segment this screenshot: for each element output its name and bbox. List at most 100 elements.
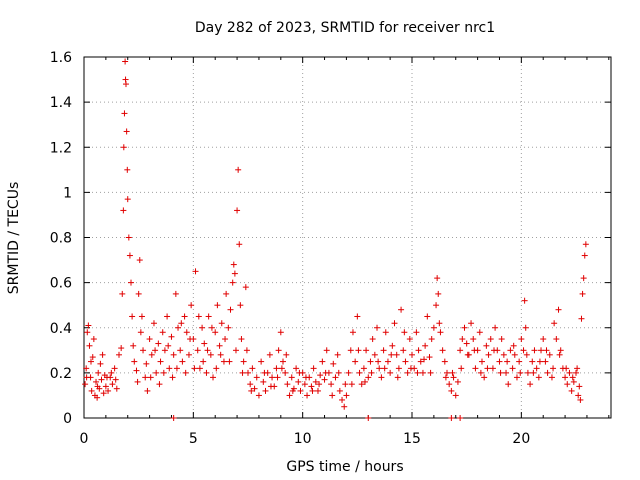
data-point	[177, 347, 184, 354]
data-point	[510, 342, 517, 349]
data-point	[342, 381, 349, 388]
data-point	[570, 378, 577, 385]
data-point	[192, 268, 199, 275]
data-point	[409, 351, 416, 358]
data-point	[371, 351, 378, 358]
data-point	[288, 374, 295, 381]
data-point	[354, 313, 361, 320]
x-tick-label: 10	[294, 431, 312, 447]
data-point	[548, 374, 555, 381]
data-point	[249, 365, 256, 372]
data-point	[262, 387, 269, 394]
data-point	[573, 369, 580, 376]
data-point	[223, 290, 230, 297]
data-point	[401, 329, 408, 336]
data-point	[183, 329, 190, 336]
data-point	[388, 351, 395, 358]
data-point	[122, 58, 129, 65]
data-point	[500, 351, 507, 358]
data-point	[470, 336, 477, 343]
data-point	[83, 374, 90, 381]
data-point	[237, 302, 244, 309]
data-point	[332, 374, 339, 381]
data-point	[137, 329, 144, 336]
data-point	[258, 358, 265, 365]
data-point	[204, 347, 211, 354]
data-point	[348, 381, 355, 388]
data-point	[122, 81, 129, 88]
data-point	[296, 369, 303, 376]
data-point	[242, 284, 249, 291]
data-point	[205, 313, 212, 320]
data-point	[82, 381, 89, 388]
y-tick-label: 0.2	[50, 366, 72, 382]
data-point	[524, 369, 531, 376]
data-point	[478, 358, 485, 365]
data-point	[437, 329, 444, 336]
data-point	[179, 358, 186, 365]
data-point	[578, 315, 585, 322]
data-point	[468, 320, 475, 327]
data-point	[93, 378, 100, 385]
data-point	[341, 403, 348, 410]
data-point	[236, 241, 243, 248]
data-point	[536, 358, 543, 365]
data-point	[312, 378, 319, 385]
data-point	[365, 374, 372, 381]
data-point	[448, 387, 455, 394]
data-point	[540, 336, 547, 343]
data-point	[161, 347, 168, 354]
data-point	[238, 336, 245, 343]
data-point	[389, 342, 396, 349]
data-point	[424, 313, 431, 320]
data-point	[575, 392, 582, 399]
data-point	[245, 369, 252, 376]
data-point	[266, 351, 273, 358]
data-point	[442, 374, 449, 381]
data-point	[187, 336, 194, 343]
data-point	[497, 369, 504, 376]
data-point	[302, 374, 309, 381]
data-point	[108, 369, 115, 376]
data-point	[86, 342, 93, 349]
data-point	[188, 302, 195, 309]
data-point	[207, 351, 214, 358]
data-point	[382, 329, 389, 336]
y-axis-label: SRMTID / TECUs	[6, 182, 22, 295]
x-tick-label: 5	[189, 431, 198, 447]
data-point	[199, 324, 206, 331]
data-point	[147, 374, 154, 381]
data-point	[170, 351, 177, 358]
data-point	[212, 329, 219, 336]
y-tick-label: 0.6	[50, 276, 72, 292]
data-point	[543, 347, 550, 354]
data-point	[398, 306, 405, 313]
data-point	[261, 369, 268, 376]
data-point	[243, 347, 250, 354]
data-point	[579, 290, 586, 297]
data-point	[317, 372, 324, 379]
data-point	[391, 320, 398, 327]
data-point	[393, 351, 400, 358]
data-point	[581, 252, 588, 259]
data-point	[336, 387, 343, 394]
data-point	[428, 336, 435, 343]
data-point	[95, 369, 102, 376]
data-point	[146, 336, 153, 343]
y-tick-label: 0	[63, 411, 72, 427]
data-point	[284, 381, 291, 388]
data-point	[182, 369, 189, 376]
data-point	[185, 351, 192, 358]
data-point	[454, 378, 461, 385]
data-point	[102, 383, 109, 390]
data-point	[434, 275, 441, 282]
data-point	[279, 358, 286, 365]
data-point	[88, 387, 95, 394]
data-point	[367, 358, 374, 365]
data-point	[89, 354, 96, 361]
data-point	[477, 369, 484, 376]
data-point	[535, 374, 542, 381]
data-point	[533, 365, 540, 372]
data-point	[169, 374, 176, 381]
